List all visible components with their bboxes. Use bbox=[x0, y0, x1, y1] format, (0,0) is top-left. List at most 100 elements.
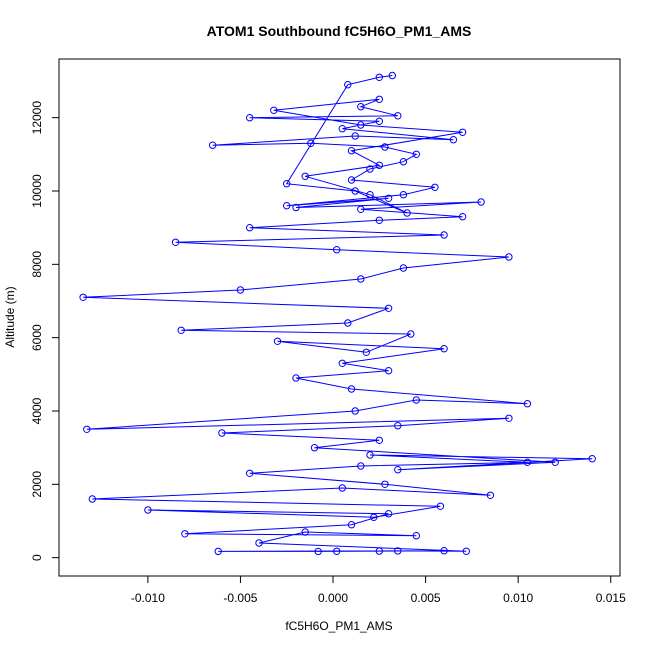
data-point bbox=[375, 95, 383, 104]
data-point bbox=[144, 506, 152, 514]
y-tick-label: 12000 bbox=[30, 101, 44, 135]
data-point bbox=[357, 103, 365, 111]
y-tick-label: 8000 bbox=[30, 251, 44, 278]
data-point bbox=[381, 480, 389, 488]
data-point bbox=[381, 143, 389, 151]
data-point bbox=[357, 275, 365, 283]
data-point bbox=[333, 547, 341, 555]
data-point bbox=[83, 425, 91, 433]
data-point bbox=[301, 528, 309, 536]
data-point bbox=[551, 458, 559, 466]
data-point bbox=[431, 183, 439, 192]
data-point bbox=[458, 128, 467, 137]
y-axis-label: Altitude (m) bbox=[3, 286, 17, 347]
data-point bbox=[375, 216, 383, 225]
data-point bbox=[436, 502, 445, 510]
plot-area bbox=[58, 58, 621, 577]
data-point bbox=[394, 112, 402, 120]
data-point bbox=[357, 205, 365, 214]
data-point bbox=[588, 455, 596, 463]
data-point bbox=[375, 547, 383, 555]
data-point bbox=[458, 213, 467, 221]
data-point bbox=[477, 198, 485, 206]
data-point bbox=[347, 147, 356, 155]
data-point bbox=[273, 337, 282, 345]
data-point bbox=[407, 330, 415, 338]
data-point bbox=[246, 469, 254, 477]
data-point bbox=[214, 547, 222, 556]
data-point bbox=[375, 117, 383, 126]
data-point bbox=[351, 132, 359, 140]
x-tick-label: 0.005 bbox=[411, 591, 441, 605]
data-point bbox=[307, 139, 315, 148]
x-tick-label: 0.000 bbox=[318, 591, 348, 605]
data-point bbox=[375, 436, 383, 444]
data-point bbox=[370, 513, 378, 521]
data-point bbox=[384, 510, 393, 518]
data-point bbox=[351, 407, 359, 415]
data-point bbox=[177, 326, 185, 334]
data-point bbox=[209, 141, 217, 149]
data-point bbox=[394, 547, 402, 555]
data-point bbox=[362, 348, 370, 356]
x-tick-label: 0.010 bbox=[503, 591, 533, 605]
data-point bbox=[338, 359, 346, 367]
x-tick-label: 0.015 bbox=[596, 591, 626, 605]
data-point bbox=[236, 286, 245, 294]
data-point bbox=[292, 374, 300, 382]
data-point bbox=[344, 319, 352, 327]
data-point bbox=[301, 172, 309, 181]
data-point bbox=[366, 191, 374, 199]
plot-frame bbox=[58, 58, 621, 577]
data-point bbox=[440, 345, 448, 353]
x-tick-label: -0.010 bbox=[131, 591, 165, 605]
data-point bbox=[375, 73, 383, 82]
data-point bbox=[255, 539, 263, 547]
data-point bbox=[351, 187, 359, 195]
data-point bbox=[388, 71, 396, 80]
data-point bbox=[462, 547, 470, 555]
x-axis-label: fC5H6O_PM1_AMS bbox=[285, 619, 392, 633]
data-point bbox=[384, 367, 393, 375]
data-point bbox=[283, 180, 291, 188]
data-point bbox=[88, 495, 97, 503]
y-tick-label: 4000 bbox=[30, 397, 44, 424]
data-point bbox=[270, 106, 278, 115]
data-point bbox=[412, 396, 420, 404]
data-point bbox=[366, 165, 374, 173]
y-tick-label: 2000 bbox=[30, 471, 44, 498]
data-point bbox=[338, 484, 346, 492]
data-point bbox=[79, 293, 87, 301]
data-point bbox=[399, 191, 408, 199]
data-point bbox=[399, 158, 408, 166]
chart-title: ATOM1 Southbound fC5H6O_PM1_AMS bbox=[207, 23, 472, 39]
data-point bbox=[394, 466, 402, 474]
data-point bbox=[399, 264, 408, 272]
data-point bbox=[292, 203, 300, 212]
data-point bbox=[283, 202, 291, 210]
data-point bbox=[394, 422, 402, 430]
data-point bbox=[314, 547, 322, 556]
data-point bbox=[486, 491, 495, 499]
data-point bbox=[505, 253, 513, 261]
data-point bbox=[181, 530, 189, 538]
series-line bbox=[83, 75, 593, 552]
y-tick-label: 0 bbox=[30, 554, 44, 561]
data-point bbox=[375, 161, 383, 170]
data-point bbox=[218, 429, 226, 437]
y-tick-label: 10000 bbox=[30, 174, 44, 208]
data-point bbox=[347, 385, 356, 393]
data-point bbox=[357, 462, 365, 470]
x-tick-label: -0.005 bbox=[223, 591, 257, 605]
data-point bbox=[246, 114, 254, 122]
data-point bbox=[333, 246, 341, 254]
data-point bbox=[344, 81, 352, 89]
data-point bbox=[357, 121, 365, 129]
x-axis: -0.010 -0.005 0.000 0.005 0.010 0.015 bbox=[131, 576, 626, 605]
data-point bbox=[347, 521, 356, 529]
data-point bbox=[523, 400, 532, 408]
data-point bbox=[384, 194, 393, 203]
data-point bbox=[246, 224, 254, 232]
series-layer bbox=[79, 71, 596, 556]
